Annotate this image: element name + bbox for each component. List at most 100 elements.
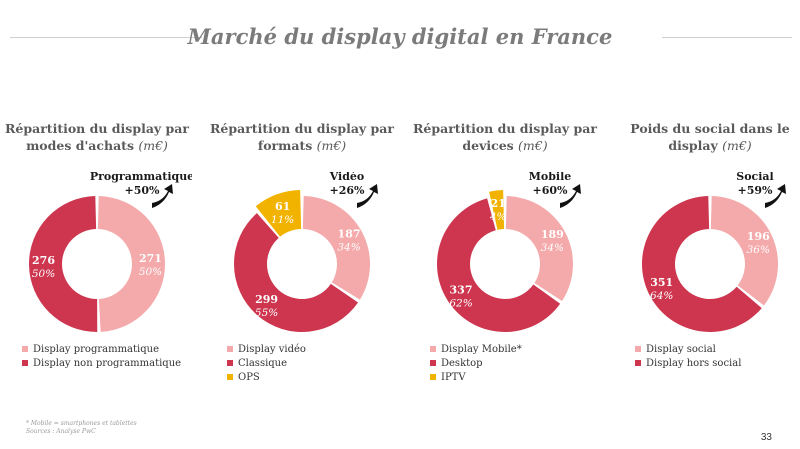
slice-percent-label: 64% [650, 290, 673, 302]
legend-label: OPS [238, 371, 260, 383]
legend-label: Desktop [441, 357, 483, 369]
legend-item: IPTV [430, 370, 522, 384]
chart-panel-social: Poids du social dans le display (m€) 196… [615, 120, 800, 400]
slice-value-label: 21 [491, 197, 506, 210]
chart-title-unit: (m€) [722, 138, 752, 153]
donut-slice [97, 196, 166, 332]
donut-slice [437, 198, 561, 332]
legend-item: Display non programmatique [22, 356, 181, 370]
growth-segment-label: Vidéo [329, 172, 365, 183]
chart-panel-devices: Répartition du display par devices (m€) … [410, 120, 600, 400]
slice-value-label: 337 [450, 283, 473, 296]
slice-percent-label: 50% [32, 268, 55, 280]
growth-arrow-icon [560, 184, 581, 208]
chart-title: Répartition du display par devices (m€) [410, 120, 600, 154]
legend-item: OPS [227, 370, 306, 384]
donut-slice [710, 196, 778, 306]
growth-arrow-icon [765, 184, 786, 208]
growth-arrow-icon [152, 184, 173, 208]
chart-title-unit: (m€) [316, 138, 347, 153]
legend-swatch [227, 360, 233, 366]
legend-label: Display social [646, 343, 716, 355]
legend-label: Display hors social [646, 357, 742, 369]
slice-value-label: 271 [139, 252, 162, 265]
chart-legend: Display Mobile* Desktop IPTV [430, 342, 522, 384]
legend-label: Classique [238, 357, 288, 369]
chart-title-text: Poids du social dans le display [630, 121, 790, 153]
legend-swatch [635, 346, 641, 352]
growth-value-label: +59% [738, 184, 774, 197]
chart-panel-purchase-modes: Répartition du display par modes d'achat… [2, 120, 192, 400]
legend-label: Display programmatique [33, 343, 159, 355]
slice-value-label: 276 [32, 254, 55, 267]
page-title: Marché du display digital en France [187, 24, 613, 49]
legend-item: Display Mobile* [430, 342, 522, 356]
growth-value-label: +26% [330, 184, 366, 197]
slice-percent-label: 34% [541, 242, 564, 254]
donut-slice [489, 190, 505, 230]
title-rule-left [10, 37, 202, 38]
legend-item: Desktop [430, 356, 522, 370]
legend-item: Display vidéo [227, 342, 306, 356]
donut-slice [29, 196, 98, 332]
page-number: 33 [760, 432, 772, 443]
growth-segment-label: Programmatique [90, 172, 192, 183]
legend-item: Classique [227, 356, 306, 370]
title-rule-right [662, 37, 792, 38]
growth-arrow-icon [357, 184, 378, 208]
slice-value-label: 189 [541, 228, 564, 241]
footnote-mobile: * Mobile = smartphones et tablettes [26, 420, 137, 427]
legend-swatch [22, 346, 28, 352]
legend-swatch [430, 360, 436, 366]
growth-segment-label: Social [736, 172, 773, 183]
slice-percent-label: 36% [747, 244, 770, 256]
chart-title-text: Répartition du display par formats [210, 121, 394, 153]
legend-item: Display hors social [635, 356, 741, 370]
slice-percent-label: 34% [337, 242, 360, 254]
legend-item: Display social [635, 342, 741, 356]
chart-legend: Display programmatique Display non progra… [22, 342, 181, 370]
chart-title: Répartition du display par formats (m€) [207, 120, 397, 154]
chart-title: Poids du social dans le display (m€) [615, 120, 800, 154]
donut-slice [255, 190, 302, 237]
slice-value-label: 196 [747, 230, 770, 243]
legend-label: IPTV [441, 371, 466, 383]
growth-segment-label: Mobile [529, 172, 572, 183]
chart-panel-formats: Répartition du display par formats (m€) … [207, 120, 397, 400]
footnote: * Mobile = smartphones et tablettes Sour… [26, 420, 137, 436]
legend-swatch [635, 360, 641, 366]
legend-label: Display Mobile* [441, 343, 522, 355]
slice-percent-label: 55% [255, 307, 278, 319]
chart-title: Répartition du display par modes d'achat… [2, 120, 192, 154]
footnote-sources: Sources : Analyse PwC [26, 428, 96, 435]
chart-title-text: Répartition du display par modes d'achat… [5, 121, 189, 153]
chart-title-unit: (m€) [518, 138, 548, 153]
growth-value-label: +50% [125, 184, 161, 197]
legend-swatch [430, 346, 436, 352]
legend-label: Display vidéo [238, 343, 306, 355]
slice-percent-label: 62% [449, 297, 472, 309]
slice-percent-label: 4% [489, 211, 507, 223]
slice-value-label: 351 [650, 276, 673, 289]
legend-swatch [430, 374, 436, 380]
growth-value-label: +60% [533, 184, 569, 197]
chart-title-unit: (m€) [138, 138, 168, 153]
slice-percent-label: 11% [271, 214, 294, 226]
slice-value-label: 187 [338, 228, 361, 241]
donut-slice [642, 196, 762, 332]
legend-swatch [227, 374, 233, 380]
slice-value-label: 61 [275, 200, 290, 213]
donut-slice [505, 196, 573, 301]
donut-slice [234, 213, 359, 332]
chart-title-text: Répartition du display par devices [413, 121, 597, 153]
legend-item: Display programmatique [22, 342, 181, 356]
legend-swatch [227, 346, 233, 352]
legend-label: Display non programmatique [33, 357, 182, 369]
donut-slice [302, 196, 370, 300]
slice-percent-label: 50% [139, 266, 162, 278]
slice-value-label: 299 [255, 293, 278, 306]
